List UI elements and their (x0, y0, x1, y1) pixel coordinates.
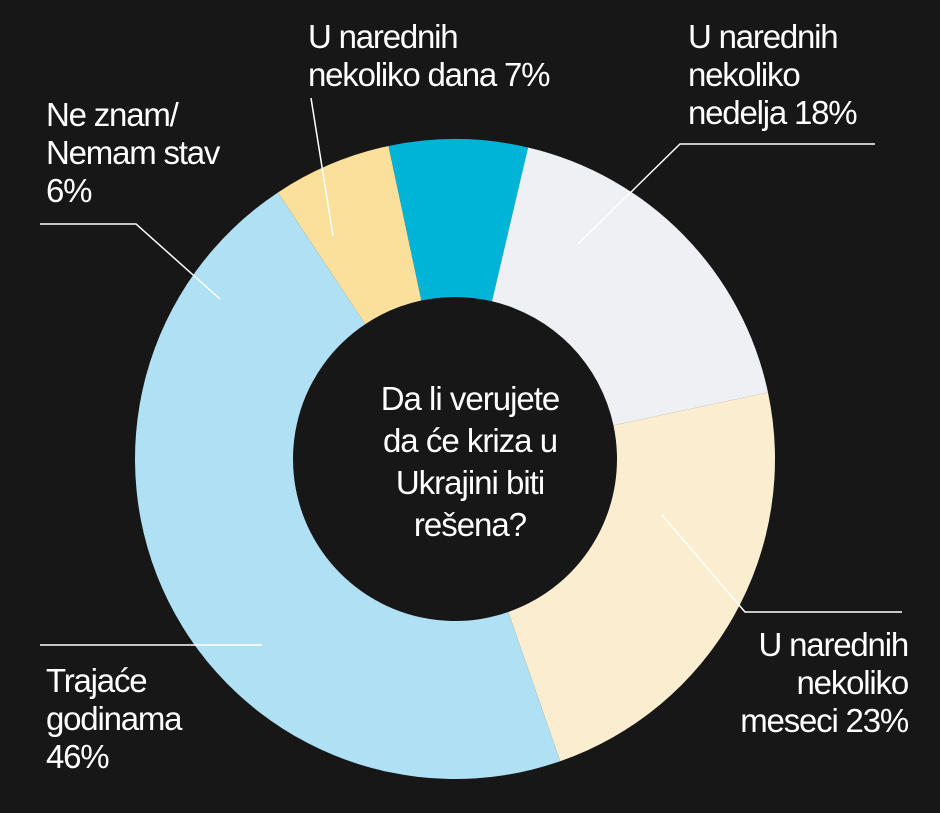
slice-label-godinama: Trajaće godinama 46% (46, 662, 183, 776)
slice-label-line: 6% (46, 172, 92, 209)
leader-line-neznam (40, 223, 221, 300)
slice-label-line: nekoliko (796, 664, 910, 701)
slice-label-dana: U narednih nekoliko dana 7% (308, 18, 551, 94)
center-question-line: rešena? (413, 506, 527, 543)
slice-label-line: Nemam stav (46, 134, 220, 171)
center-question-line: da će kriza u (382, 422, 558, 459)
center-question-line: Ukrajini biti (395, 464, 545, 501)
slice-label-line: U narednih (688, 18, 839, 55)
leader-line-meseci (661, 514, 902, 613)
slice-label-line: Trajaće (46, 662, 148, 699)
slice-godinama (134, 192, 561, 780)
slice-nedelja (491, 147, 769, 426)
slice-label-line: godinama (46, 700, 183, 737)
leader-line-nedelja (577, 143, 875, 245)
slice-neznam (277, 145, 422, 325)
slice-dana (388, 139, 529, 302)
slice-label-line: nekoliko (688, 56, 801, 93)
leader-line-dana (310, 97, 334, 237)
slice-label-line: nekoliko dana 7% (308, 56, 551, 93)
center-question-line: Da li verujete (380, 380, 561, 417)
slice-label-line: U narednih (308, 18, 459, 55)
slice-label-line: meseci 23% (740, 702, 909, 739)
center-question: Da li verujete da će kriza u Ukrajini bi… (310, 378, 630, 546)
slice-label-line: 46% (46, 738, 110, 775)
slice-label-meseci: U narednih nekoliko meseci 23% (740, 626, 910, 740)
slice-meseci (508, 392, 775, 762)
slice-label-line: nedelja 18% (688, 94, 858, 131)
slice-label-line: Ne znam/ (46, 96, 179, 133)
slice-label-neznam: Ne znam/ Nemam stav 6% (46, 96, 220, 210)
slice-label-line: U narednih (758, 626, 910, 663)
slice-label-nedelja: U narednih nekoliko nedelja 18% (688, 18, 858, 132)
